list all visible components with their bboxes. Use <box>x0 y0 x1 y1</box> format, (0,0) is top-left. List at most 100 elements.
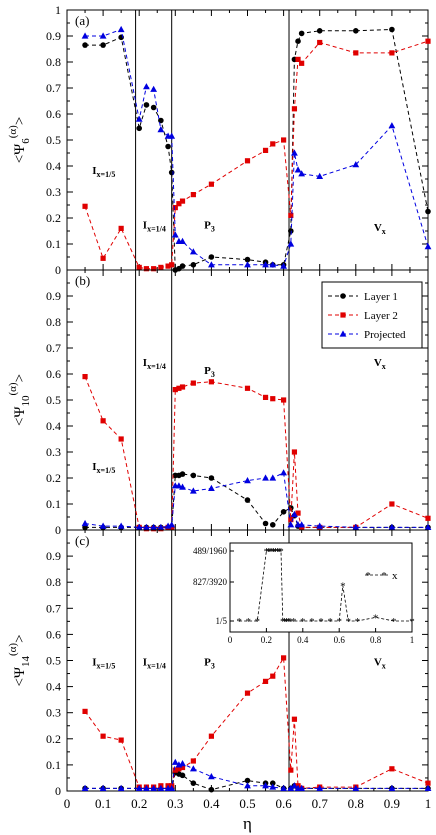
y-tick-label: 0.9 <box>46 289 61 303</box>
data-point <box>316 522 324 529</box>
inset-x-tick-label: 0.6 <box>334 635 346 645</box>
inset-data-point: * <box>271 546 277 558</box>
inset-x-tick-label: 0.8 <box>370 635 382 645</box>
inset-data-point: * <box>285 616 291 628</box>
inset-x-tick-label: 0.4 <box>297 635 309 645</box>
data-point <box>269 780 276 786</box>
data-point <box>157 126 165 133</box>
data-point <box>281 397 287 403</box>
inset-y-tick-label: 1/5 <box>215 616 227 626</box>
phase-label: Ix=1/5 <box>92 657 115 671</box>
series-line-projected <box>85 761 428 789</box>
data-point <box>295 38 301 44</box>
inset-data-point: * <box>340 580 346 592</box>
data-point <box>150 784 158 791</box>
data-point <box>143 266 150 272</box>
legend-label: Projected <box>364 329 406 341</box>
data-point <box>353 28 359 34</box>
data-point <box>389 50 395 56</box>
data-point <box>424 523 432 530</box>
series-line-layer-1 <box>85 473 428 528</box>
data-point <box>168 784 176 791</box>
data-point <box>135 115 143 122</box>
data-point <box>280 469 287 476</box>
phase-label: Vx <box>374 357 386 371</box>
data-point <box>82 203 88 209</box>
data-point <box>208 181 214 187</box>
inset-data-point: * <box>336 616 342 628</box>
y-axis-label: <Ψ14(α)> <box>7 634 32 686</box>
data-point <box>244 782 251 789</box>
data-point <box>118 737 124 743</box>
x-tick-label: 0.3 <box>167 796 183 811</box>
panel-label: (a) <box>75 13 89 28</box>
inset-data-point: * <box>278 546 284 558</box>
data-point <box>208 261 215 268</box>
series-line-layer-2 <box>84 656 429 789</box>
data-point <box>287 521 295 528</box>
inset-legend-marker: * <box>381 570 387 582</box>
data-point <box>81 519 89 527</box>
data-point <box>388 523 396 530</box>
data-point <box>262 261 269 268</box>
data-point <box>262 147 269 153</box>
data-point <box>352 784 360 791</box>
y-tick-label: 0.1 <box>46 497 61 511</box>
inset-legend-marker: * <box>365 570 371 582</box>
data-point <box>425 208 431 215</box>
inset-data-point: * <box>245 616 251 628</box>
data-point <box>281 655 287 661</box>
data-point <box>287 240 295 247</box>
data-point <box>316 172 324 179</box>
data-point <box>100 418 106 424</box>
data-point <box>150 104 157 111</box>
inset-data-point: * <box>355 616 361 628</box>
x-tick-label: 0.7 <box>312 796 329 811</box>
data-point <box>208 786 215 793</box>
data-point <box>244 256 251 263</box>
data-point <box>352 523 360 530</box>
data-point <box>176 385 182 391</box>
data-point <box>281 137 287 143</box>
data-point <box>291 449 298 455</box>
data-point <box>157 784 165 791</box>
x-tick-label: 0 <box>64 796 71 811</box>
inset-data-point: * <box>273 546 279 558</box>
data-point <box>244 690 251 696</box>
legend-label: Layer 1 <box>364 291 398 303</box>
data-point <box>316 784 324 791</box>
data-point <box>262 782 269 789</box>
data-point <box>298 170 306 177</box>
data-point <box>294 166 302 173</box>
data-point <box>244 477 251 484</box>
data-point <box>143 102 150 108</box>
inset-frame <box>229 542 413 633</box>
data-point <box>389 501 395 507</box>
data-point <box>262 520 269 527</box>
phase-label: Vx <box>374 657 386 671</box>
data-point <box>171 758 179 765</box>
data-point <box>269 783 277 790</box>
y-tick-label: 0.2 <box>46 471 61 485</box>
inset-data-point: * <box>275 546 281 558</box>
y-tick-label: 0.5 <box>46 133 61 147</box>
y-tick-label: 0.2 <box>46 211 61 225</box>
data-point <box>389 766 395 772</box>
inset-data-point: * <box>373 612 379 624</box>
legend-label: Layer 2 <box>364 310 398 322</box>
data-point <box>353 50 359 56</box>
y-tick-label: 0.9 <box>46 29 61 43</box>
data-point <box>425 780 431 786</box>
data-point <box>136 264 142 270</box>
x-tick-label: 1 <box>425 796 432 811</box>
inset-data-point: * <box>346 616 352 628</box>
data-point <box>288 517 294 523</box>
data-point <box>100 733 106 739</box>
data-point <box>82 708 88 714</box>
panel-2: 0 0.1 0.2 0.3 0.4 0.5 0.6 0.7 0.8 0.9 0 0.1 0.2 0.3 0.… <box>7 529 432 811</box>
data-point <box>190 262 197 268</box>
data-point <box>262 678 269 684</box>
data-point <box>299 60 305 66</box>
data-point <box>157 523 165 530</box>
inset-data-point: * <box>284 616 290 628</box>
